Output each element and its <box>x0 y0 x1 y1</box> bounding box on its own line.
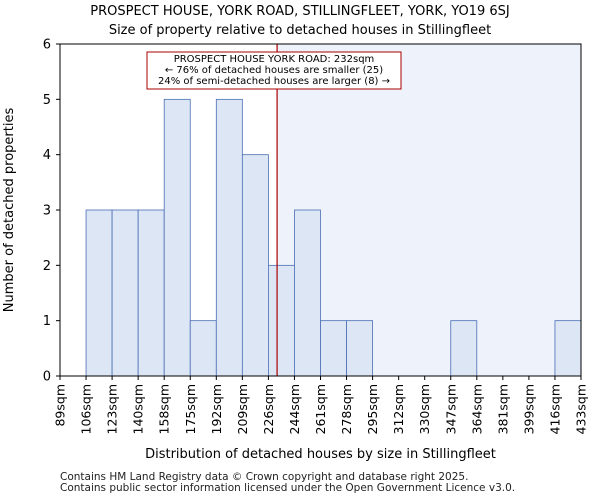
y-tick-label: 0 <box>43 370 51 385</box>
annotation-line-1: PROSPECT HOUSE YORK ROAD: 232sqm <box>174 54 375 65</box>
y-tick-label: 3 <box>43 204 51 219</box>
x-tick-label: 106sqm <box>79 384 94 434</box>
bar-123sqm <box>111 209 139 377</box>
bar-158sqm <box>163 98 191 377</box>
annotation-border <box>146 51 402 90</box>
annotation-box: PROSPECT HOUSE YORK ROAD: 232sqm ← 76% o… <box>146 51 402 90</box>
bar-416sqm <box>554 320 582 377</box>
y-tick-label: 6 <box>43 38 51 53</box>
x-tick-label: 123sqm <box>105 384 120 434</box>
x-tick-label: 330sqm <box>417 384 432 434</box>
x-tick-label: 433sqm <box>574 384 589 434</box>
x-axis-ticks: 89sqm 106sqm 123sqm 140sqm 158sqm 175sqm 192sq… <box>53 376 589 434</box>
x-tick-label: 261sqm <box>313 384 328 434</box>
x-tick-label: 244sqm <box>287 384 302 434</box>
y-tick-label: 1 <box>43 314 51 329</box>
bars-group <box>85 98 582 377</box>
x-tick-label: 399sqm <box>521 384 536 434</box>
chart-title-block: PROSPECT HOUSE, YORK ROAD, STILLINGFLEET… <box>0 2 600 40</box>
x-tick-label: 312sqm <box>391 384 406 434</box>
bar-244sqm <box>294 209 321 377</box>
x-tick-label: 226sqm <box>261 384 276 434</box>
x-tick-label: 381sqm <box>495 384 510 434</box>
annotation-line-2: ← 76% of detached houses are smaller (25… <box>165 65 383 76</box>
bar-347sqm <box>450 320 478 377</box>
x-tick-label: 209sqm <box>235 384 250 434</box>
x-tick-label: 278sqm <box>339 384 354 434</box>
y-tick-label: 4 <box>43 148 51 163</box>
y-tick-label: 5 <box>43 93 51 108</box>
chart-subtitle: Size of property relative to detached ho… <box>108 23 492 38</box>
x-tick-label: 175sqm <box>183 384 198 434</box>
bar-209sqm <box>241 154 269 377</box>
x-tick-label: 158sqm <box>157 384 172 434</box>
x-tick-label: 295sqm <box>365 384 380 434</box>
bar-106sqm <box>85 209 113 377</box>
bar-192sqm <box>215 98 243 377</box>
annotation-line-3: 24% of semi-detached houses are larger (… <box>158 76 390 87</box>
bar-278sqm <box>346 320 373 377</box>
y-axis-label: Number of detached properties <box>2 108 17 313</box>
footer-line-2: Contains public sector information licen… <box>60 482 516 494</box>
x-tick-label: 364sqm <box>469 384 484 434</box>
footer: Contains HM Land Registry data © Crown c… <box>60 472 515 494</box>
x-tick-label: 347sqm <box>443 384 458 434</box>
footer-line-1: Contains HM Land Registry data © Crown c… <box>60 471 469 483</box>
y-axis-ticks: 0 1 2 3 4 5 6 <box>43 38 60 385</box>
x-tick-label: 416sqm <box>547 384 562 434</box>
chart-title: PROSPECT HOUSE, YORK ROAD, STILLINGFLEET… <box>90 4 510 19</box>
x-tick-label: 192sqm <box>209 384 224 434</box>
bar-140sqm <box>137 209 165 377</box>
y-tick-label: 2 <box>43 259 51 274</box>
x-axis-label: Distribution of detached houses by size … <box>145 447 496 462</box>
bar-261sqm <box>320 320 347 377</box>
x-tick-label: 140sqm <box>131 384 146 434</box>
bar-226sqm <box>267 264 295 377</box>
x-tick-label: 89sqm <box>53 384 68 427</box>
bar-175sqm <box>189 320 217 377</box>
